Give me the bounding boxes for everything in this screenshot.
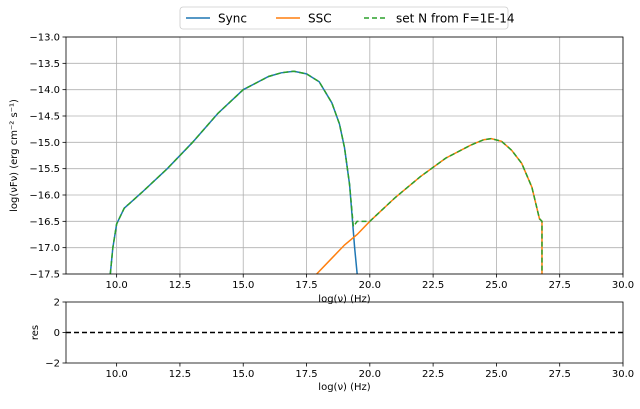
residual-x-axis-label: log(ν) (Hz) xyxy=(318,382,370,393)
top-y-axis-label: log(νFν) (erg cm⁻² s⁻¹) xyxy=(9,99,20,212)
top-y-tick-label: −14.5 xyxy=(29,112,60,123)
top-x-tick-label: 10.0 xyxy=(106,280,128,291)
top-y-tick-label: −14.0 xyxy=(29,85,60,96)
residual-x-tick-label: 17.5 xyxy=(295,369,317,380)
top-y-tick-label: −17.5 xyxy=(29,270,60,281)
residual-y-tick-label: 0 xyxy=(54,328,60,339)
residual-x-tick-label: 15.0 xyxy=(232,369,254,380)
residual-y-axis-label: res xyxy=(30,325,41,340)
top-y-tick-label: −15.5 xyxy=(29,164,60,175)
top-ticks: 10.0 12.5 15.0 17.5 20.0 22.5 25.0 27.5 30.0 −13.… xyxy=(29,33,634,292)
top-x-axis-label: log(ν) (Hz) xyxy=(318,294,370,305)
top-x-tick-label: 15.0 xyxy=(232,280,254,291)
top-x-tick-label: 25.0 xyxy=(485,280,507,291)
residual-x-tick-label: 12.5 xyxy=(169,369,191,380)
top-grid xyxy=(66,36,624,275)
residual-y-tick-label: −2 xyxy=(45,359,60,370)
residual-x-tick-label: 20.0 xyxy=(359,369,381,380)
legend-entry-label: Sync xyxy=(218,12,247,26)
top-x-tick-label: 12.5 xyxy=(169,280,191,291)
top-y-tick-label: −13.0 xyxy=(29,33,60,44)
legend-entry-label: SSC xyxy=(308,12,332,26)
top-plot-frame xyxy=(65,36,624,275)
top-y-tick-label: −13.5 xyxy=(29,59,60,70)
top-x-tick-label: 30.0 xyxy=(612,280,634,291)
top-x-tick-label: 20.0 xyxy=(359,280,381,291)
top-x-tick-label: 17.5 xyxy=(295,280,317,291)
sed-plot-panel: 10.0 12.5 15.0 17.5 20.0 22.5 25.0 27.5 30.0 −13.… xyxy=(9,33,634,306)
residual-x-tick-label: 10.0 xyxy=(106,369,128,380)
legend-box xyxy=(179,6,509,30)
residual-x-tick-label: 30.0 xyxy=(612,369,634,380)
residual-plot-panel: 10.0 12.5 15.0 17.5 20.0 22.5 25.0 27.5 30.0 −2 0 2… xyxy=(30,298,634,394)
top-series-set-n-from-f-1e-14 xyxy=(109,70,543,274)
legend-entry-label: set N from F=1E-14 xyxy=(396,12,514,26)
top-y-tick-label: −16.5 xyxy=(29,217,60,228)
top-series-sync xyxy=(109,70,358,274)
residual-ticks: 10.0 12.5 15.0 17.5 20.0 22.5 25.0 27.5 30.0 −2 0 2 xyxy=(45,298,634,381)
top-y-tick-label: −16.0 xyxy=(29,191,60,202)
top-series-group xyxy=(109,70,543,274)
legend: Sync SSC set N from F=1E-14 xyxy=(179,6,514,30)
residual-x-tick-label: 22.5 xyxy=(422,369,444,380)
top-x-tick-label: 27.5 xyxy=(549,280,571,291)
residual-y-tick-label: 2 xyxy=(54,298,60,309)
residual-x-tick-label: 25.0 xyxy=(485,369,507,380)
top-series-ssc xyxy=(316,137,543,274)
top-y-tick-label: −15.0 xyxy=(29,138,60,149)
top-y-tick-label: −17.0 xyxy=(29,243,60,254)
residual-x-tick-label: 27.5 xyxy=(549,369,571,380)
top-x-tick-label: 22.5 xyxy=(422,280,444,291)
